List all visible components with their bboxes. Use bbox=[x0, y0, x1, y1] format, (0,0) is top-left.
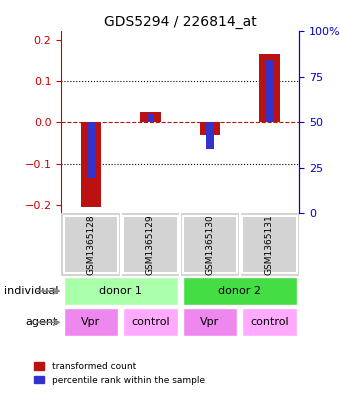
Text: GSM1365131: GSM1365131 bbox=[265, 214, 274, 275]
Text: donor 1: donor 1 bbox=[99, 286, 142, 296]
Bar bbox=[259, 54, 280, 122]
Text: GSM1365130: GSM1365130 bbox=[205, 214, 215, 275]
Bar bbox=[147, 114, 154, 122]
Text: GSM1365128: GSM1365128 bbox=[86, 214, 96, 275]
FancyBboxPatch shape bbox=[64, 309, 118, 336]
Title: GDS5294 / 226814_at: GDS5294 / 226814_at bbox=[104, 15, 257, 29]
Bar bbox=[87, 122, 95, 178]
Bar bbox=[140, 112, 161, 122]
Text: GSM1365129: GSM1365129 bbox=[146, 214, 155, 275]
Bar bbox=[206, 122, 214, 149]
FancyBboxPatch shape bbox=[123, 216, 178, 273]
Legend: transformed count, percentile rank within the sample: transformed count, percentile rank withi… bbox=[32, 360, 206, 387]
FancyBboxPatch shape bbox=[183, 277, 297, 305]
Text: individual: individual bbox=[4, 286, 58, 296]
Bar bbox=[81, 122, 101, 207]
FancyBboxPatch shape bbox=[242, 309, 297, 336]
Bar bbox=[266, 61, 273, 122]
Text: Vpr: Vpr bbox=[81, 318, 101, 327]
FancyBboxPatch shape bbox=[64, 277, 178, 305]
Text: donor 2: donor 2 bbox=[218, 286, 261, 296]
Text: control: control bbox=[250, 318, 289, 327]
Text: control: control bbox=[131, 318, 170, 327]
FancyBboxPatch shape bbox=[183, 216, 237, 273]
FancyBboxPatch shape bbox=[242, 216, 297, 273]
FancyBboxPatch shape bbox=[123, 309, 178, 336]
Bar bbox=[200, 122, 220, 135]
FancyBboxPatch shape bbox=[183, 309, 237, 336]
FancyBboxPatch shape bbox=[64, 216, 118, 273]
Text: agent: agent bbox=[26, 318, 58, 327]
Text: Vpr: Vpr bbox=[200, 318, 220, 327]
